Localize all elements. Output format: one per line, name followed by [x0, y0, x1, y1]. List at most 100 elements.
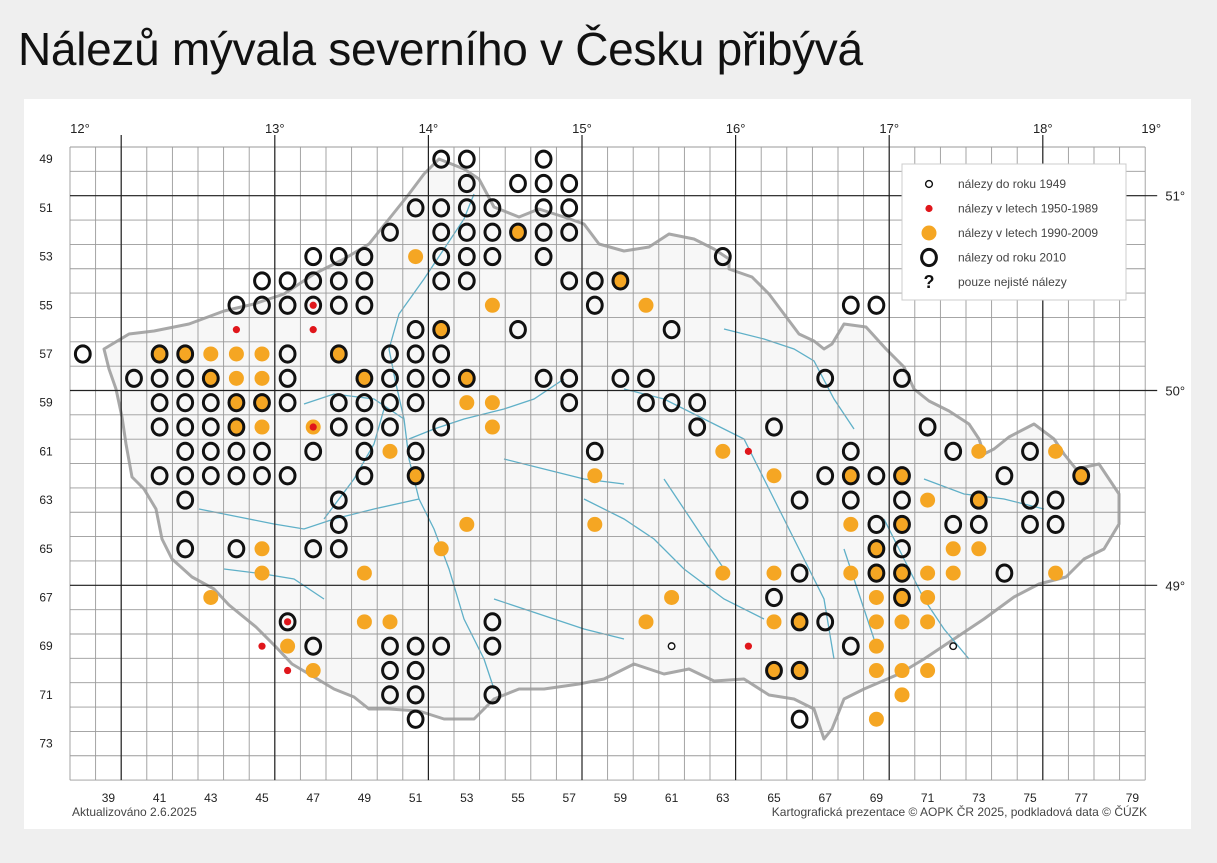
finding-1990-2009 — [971, 492, 987, 508]
finding-since-2010 — [432, 198, 451, 218]
finding-since-2010 — [585, 271, 604, 291]
finding-since-2010 — [150, 368, 169, 388]
finding-1990-2009 — [254, 370, 270, 386]
finding-since-2010 — [227, 295, 246, 315]
finding-since-2010 — [278, 271, 297, 291]
finding-since-2010 — [457, 368, 476, 388]
finding-since-2010 — [304, 441, 323, 461]
finding-since-2010 — [329, 344, 348, 364]
finding-since-2010 — [867, 563, 886, 583]
finding-since-2010 — [329, 271, 348, 291]
finding-since-2010 — [432, 417, 451, 437]
finding-1990-2009 — [459, 395, 475, 411]
finding-since-2010 — [893, 514, 911, 535]
finding-since-2010 — [176, 417, 195, 437]
finding-since-2010 — [918, 417, 937, 437]
finding-since-2010 — [201, 466, 220, 486]
finding-since-2010 — [816, 368, 835, 388]
finding-1990-2009 — [203, 370, 219, 386]
longitude-label: 17° — [879, 121, 899, 136]
finding-1990-2009 — [868, 614, 884, 630]
finding-1990-2009 — [792, 614, 808, 630]
finding-1990-2009 — [664, 589, 680, 605]
finding-since-2010 — [304, 271, 323, 291]
finding-since-2010 — [406, 660, 425, 681]
column-label: 41 — [153, 791, 167, 805]
finding-since-2010 — [150, 344, 169, 364]
finding-since-2010 — [509, 320, 527, 340]
finding-since-2010 — [329, 393, 348, 413]
finding-since-2010 — [329, 295, 348, 315]
row-label: 67 — [39, 590, 53, 604]
updated-text: Aktualizováno 2.6.2025 — [72, 805, 197, 819]
finding-since-2010 — [355, 368, 374, 388]
finding-1990-2009 — [766, 614, 782, 630]
legend-label: nálezy do roku 1949 — [958, 177, 1066, 191]
finding-1990-2009 — [356, 370, 372, 386]
finding-since-2010 — [201, 393, 220, 413]
finding-since-2010 — [278, 368, 297, 388]
finding-1990-2009 — [843, 468, 859, 484]
finding-since-2010 — [381, 344, 399, 364]
column-label: 69 — [870, 791, 884, 805]
finding-since-2010 — [278, 612, 297, 632]
finding-1990-2009 — [868, 711, 884, 727]
row-label: 65 — [39, 542, 53, 556]
column-label: 79 — [1126, 791, 1140, 805]
finding-since-2010 — [893, 563, 911, 583]
finding-since-2010 — [867, 295, 886, 315]
finding-1990-2009 — [382, 614, 398, 630]
finding-1990-2009 — [715, 565, 731, 581]
finding-1990-2009 — [868, 565, 884, 581]
finding-since-2010 — [893, 587, 911, 608]
finding-1990-2009 — [484, 395, 500, 411]
map-panel[interactable]: 12° 13° 14° 15° 16° 17° 18° 19° 51° 50° 49° 49 51 53 5… — [24, 99, 1191, 829]
finding-1990-2009 — [638, 297, 654, 313]
finding-since-2010 — [176, 368, 195, 388]
finding-1990-2009 — [254, 541, 270, 557]
row-label: 73 — [39, 737, 53, 751]
finding-since-2010 — [355, 441, 374, 461]
finding-since-2010 — [329, 490, 348, 510]
longitude-label: 18° — [1033, 121, 1053, 136]
finding-since-2010 — [534, 368, 553, 388]
finding-since-2010 — [304, 636, 323, 656]
row-label: 69 — [39, 639, 53, 653]
finding-since-2010 — [841, 636, 860, 656]
finding-since-2010 — [355, 271, 374, 291]
finding-since-2010 — [765, 417, 783, 437]
finding-1990-2009 — [433, 322, 449, 338]
finding-1990-2009 — [152, 346, 168, 362]
longitude-label: 15° — [572, 121, 592, 136]
finding-1990-2009 — [177, 346, 193, 362]
finding-since-2010 — [278, 393, 297, 413]
finding-since-2010 — [176, 466, 195, 486]
finding-since-2010 — [432, 320, 451, 340]
legend-label: nálezy od roku 2010 — [958, 251, 1066, 265]
finding-1990-2009 — [920, 614, 936, 630]
legend-label: pouze nejisté nálezy — [958, 275, 1067, 289]
finding-1950-1989 — [284, 618, 292, 626]
finding-since-2010 — [227, 393, 246, 413]
finding-1990-2009 — [766, 565, 782, 581]
row-label: 51 — [39, 201, 53, 215]
legend-symbol-pre1949 — [924, 179, 934, 189]
map-canvas[interactable]: 12° 13° 14° 15° 16° 17° 18° 19° 51° 50° 49° 49 51 53 5… — [24, 99, 1191, 829]
latitude-label: 51° — [1165, 189, 1185, 204]
finding-since-2010 — [867, 514, 886, 535]
finding-since-2010 — [483, 636, 502, 656]
finding-1990-2009 — [484, 419, 500, 435]
finding-since-2010 — [1072, 466, 1091, 486]
finding-since-2010 — [1046, 490, 1065, 510]
finding-since-2010 — [457, 198, 476, 218]
finding-since-2010 — [483, 246, 502, 267]
finding-since-2010 — [509, 173, 527, 194]
finding-since-2010 — [381, 417, 399, 437]
finding-1990-2009 — [843, 565, 859, 581]
finding-since-2010 — [560, 271, 579, 291]
finding-since-2010 — [637, 393, 655, 413]
finding-since-2010 — [457, 173, 476, 194]
finding-since-2010 — [432, 344, 451, 364]
finding-since-2010 — [816, 466, 835, 486]
finding-1990-2009 — [459, 516, 475, 532]
